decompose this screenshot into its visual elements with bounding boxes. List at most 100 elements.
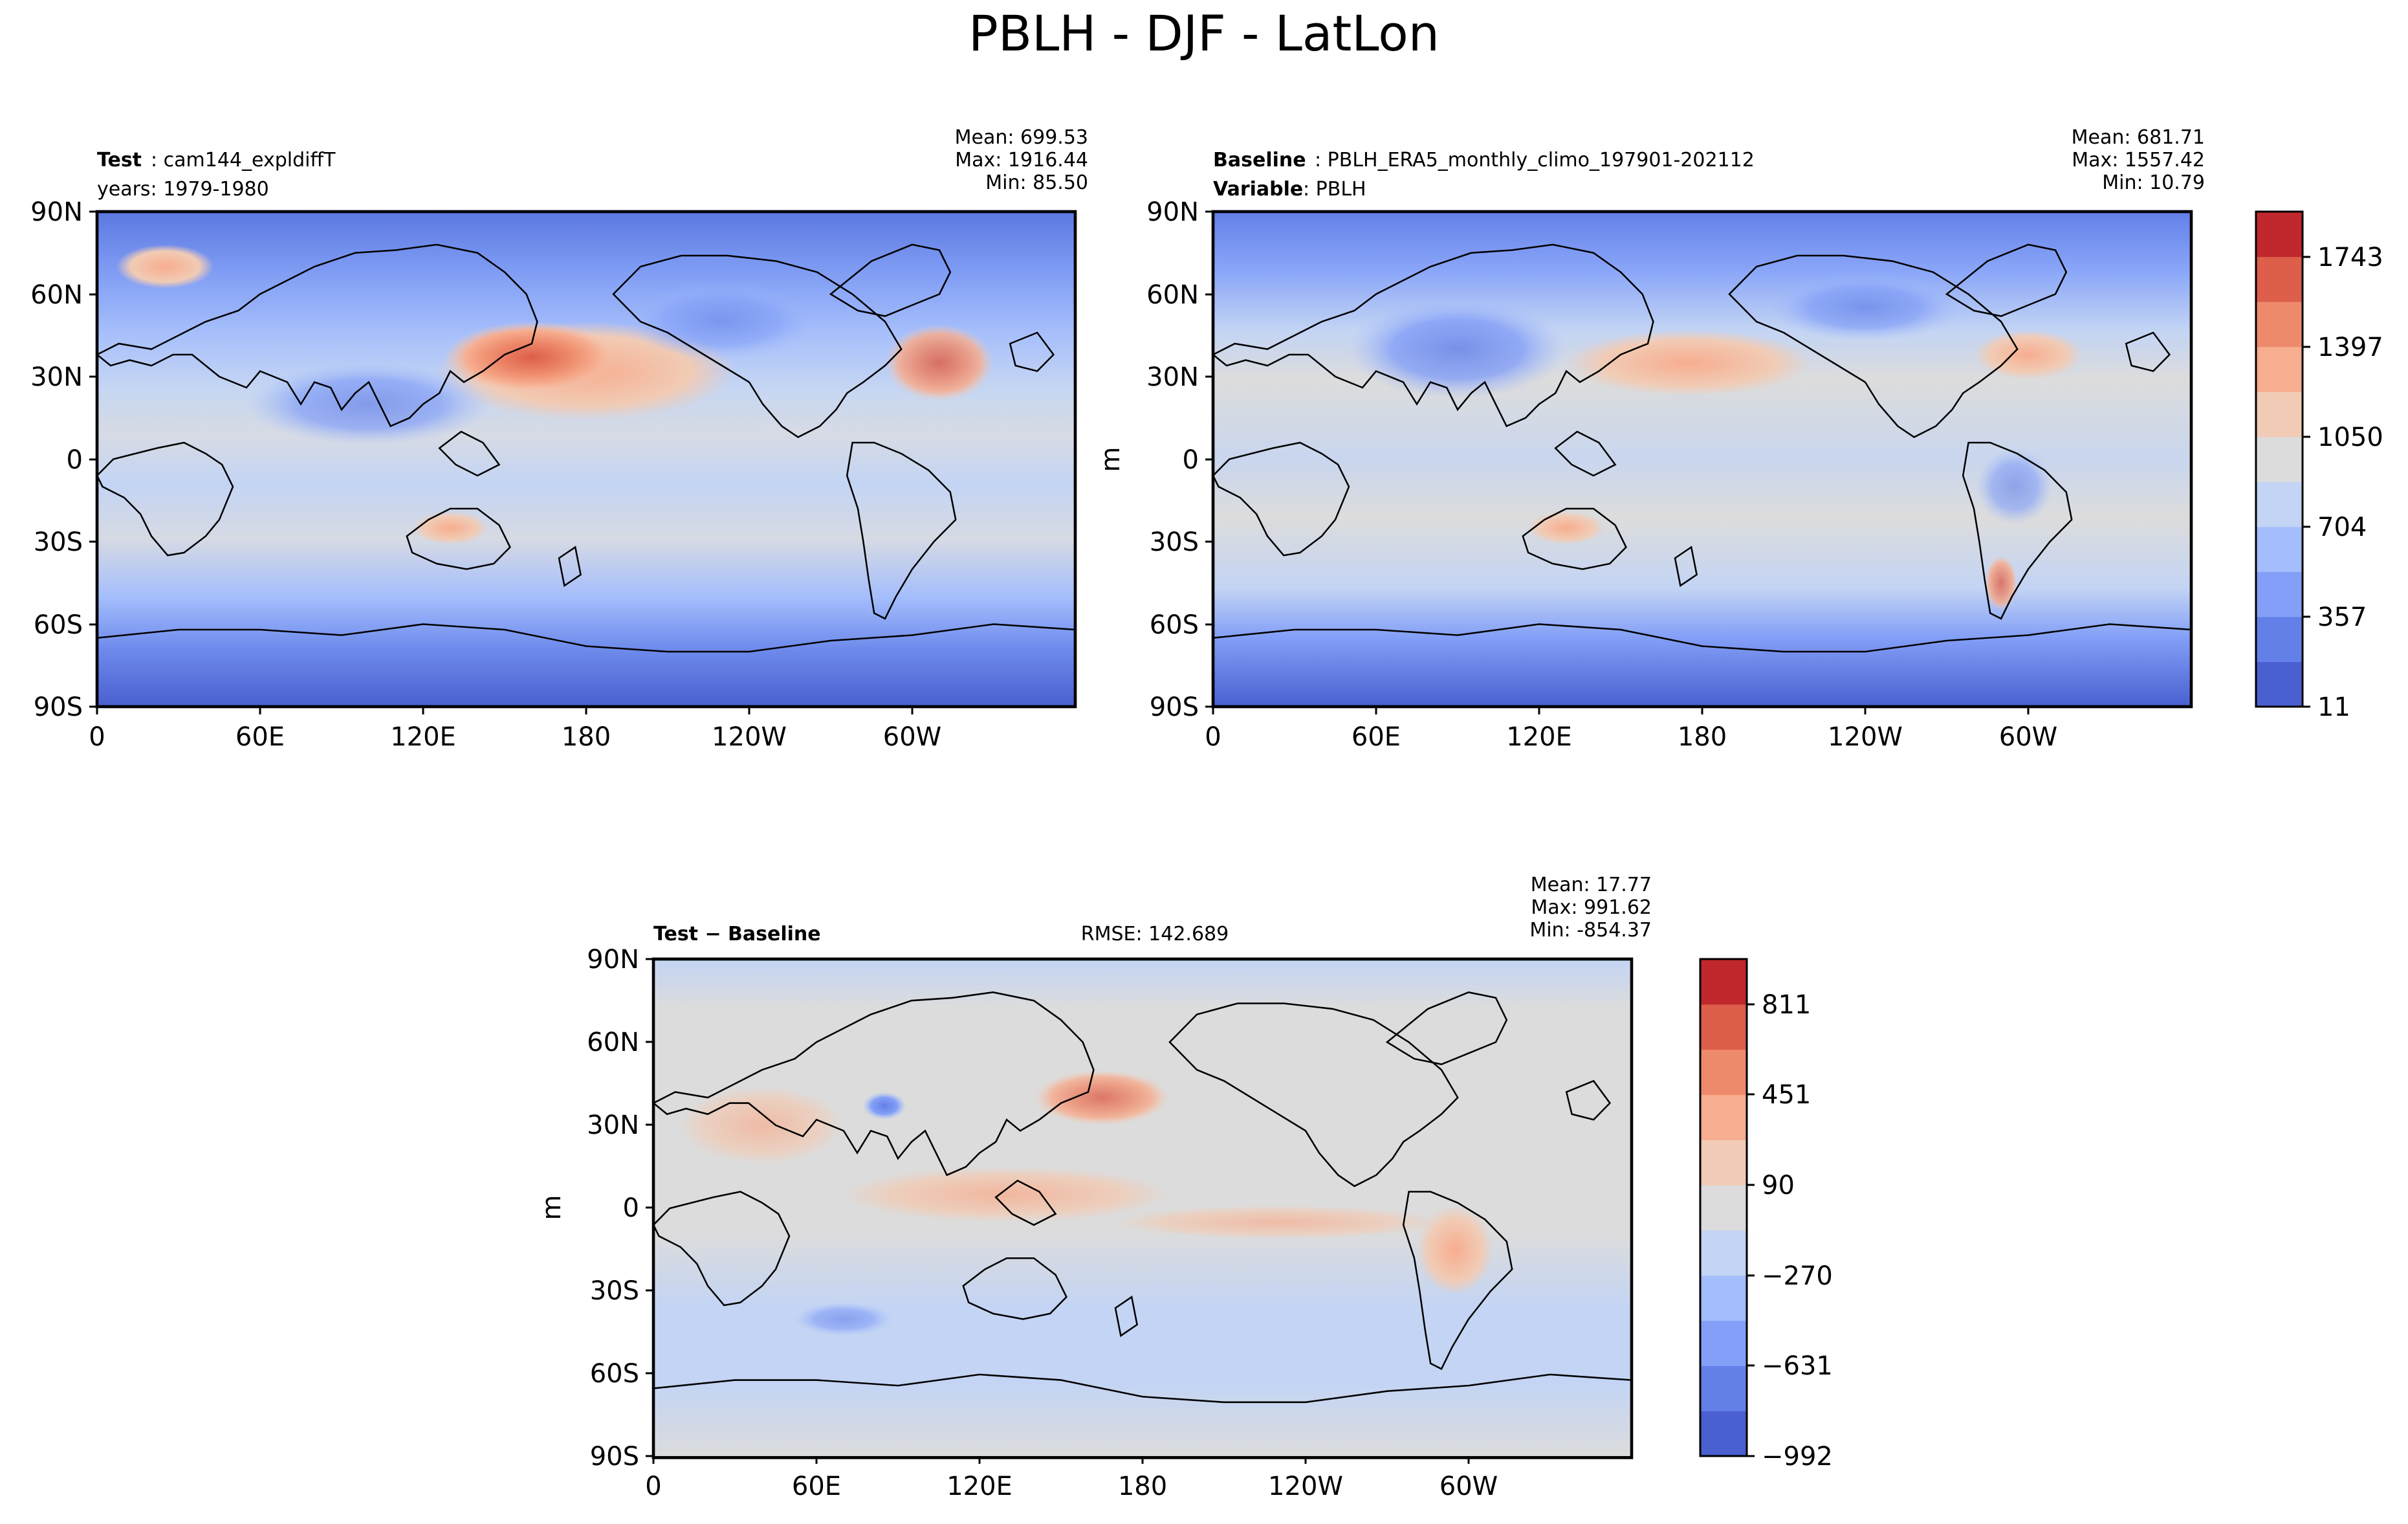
difference-xtick-label: 60E [792, 1472, 841, 1501]
baseline-ytick-label: 60S [1150, 610, 1199, 640]
difference-title: Test − Baseline [653, 923, 821, 945]
difference-xticks: 0 60E 120E 180 120W 60W [645, 1456, 1498, 1501]
baseline-title-bold: Baseline [1213, 149, 1306, 171]
baseline-yticks: 90N 60N 30N 0 30S 60S 90S [1146, 197, 1213, 722]
baseline-ytick-label: 0 [1183, 445, 1199, 475]
test-xtick-label: 120W [712, 722, 787, 752]
colorbar-segment [2256, 392, 2303, 437]
test-xtick-label: 120E [390, 722, 456, 752]
colorbar-test-baseline: 11 357 704 1050 1397 1743 [2255, 210, 2383, 722]
baseline-variable-bold: Variable [1213, 178, 1303, 201]
colorbar-segment [1700, 1185, 1747, 1231]
test-ytick-label: 60S [34, 610, 83, 640]
baseline-map-panel: Baseline : PBLH_ERA5_monthly_climo_19790… [1096, 126, 2205, 752]
colorbar-segment [1700, 1275, 1747, 1321]
difference-xtick-label: 120E [947, 1472, 1012, 1501]
test-stat-min: Min: 85.50 [985, 171, 1088, 194]
baseline-ytick-label: 60N [1146, 280, 1199, 310]
test-years: years: 1979-1980 [97, 178, 269, 201]
baseline-xtick-label: 180 [1678, 722, 1727, 752]
colorbar-segment [2256, 256, 2303, 302]
colorbar-segment [1700, 1365, 1747, 1411]
difference-stat-max: Max: 991.62 [1531, 896, 1652, 919]
test-title-value: : cam144_expldiffT [151, 149, 336, 171]
colorbar-tick-label: 1397 [2317, 333, 2383, 362]
difference-stat-mean: Mean: 17.77 [1531, 874, 1652, 896]
difference-stat-min: Min: -854.37 [1529, 919, 1652, 942]
difference-ytick-label: 30S [590, 1276, 639, 1306]
colorbar-segment [1700, 1004, 1747, 1050]
difference-ytick-label: 90S [590, 1442, 639, 1472]
test-xtick-label: 0 [89, 722, 105, 752]
difference-ylabel: m [537, 1195, 567, 1220]
difference-map-field [651, 957, 1634, 1459]
test-ytick-label: 90N [30, 197, 83, 227]
test-xtick-label: 180 [562, 722, 611, 752]
colorbar-segment [2256, 616, 2303, 663]
difference-xtick-label: 60W [1439, 1472, 1498, 1501]
colorbar-segment [2256, 436, 2303, 482]
colorbar-segment [2256, 661, 2303, 707]
test-xtick-label: 60W [883, 722, 941, 752]
colorbar-test-baseline-ticks: 11 357 704 1050 1397 1743 [2303, 243, 2383, 722]
difference-yticks: 90N 60N 30N 0 30S 60S 90S [587, 945, 653, 1472]
colorbar-segment [1700, 1230, 1747, 1276]
baseline-xtick-label: 60E [1352, 722, 1401, 752]
test-xtick-label: 60E [235, 722, 285, 752]
colorbar-tick-label: 1743 [2317, 243, 2383, 272]
colorbar-tick-label: 704 [2317, 513, 2367, 542]
colorbar-segment [2256, 571, 2303, 617]
difference-xtick-label: 0 [645, 1472, 661, 1501]
colorbar-segment [2256, 526, 2303, 572]
difference-rmse: RMSE: 142.689 [1081, 923, 1229, 945]
colorbar-segment [1700, 1094, 1747, 1140]
baseline-stat-max: Max: 1557.42 [2072, 149, 2205, 171]
colorbar-segment [2256, 212, 2303, 258]
difference-xtick-label: 180 [1118, 1472, 1167, 1501]
colorbar-difference-ticks: 811 451 90 −270 −631 −992 [1747, 990, 1833, 1472]
colorbar-tick-label: 451 [1762, 1080, 1811, 1110]
test-ytick-label: 30N [30, 362, 83, 392]
colorbar-segment [1700, 1140, 1747, 1186]
baseline-stat-min: Min: 10.79 [2102, 171, 2205, 194]
colorbar-tick-label: 357 [2317, 602, 2367, 632]
colorbar-segment [1700, 1049, 1747, 1096]
figure-title: PBLH - DJF - LatLon [969, 5, 1439, 62]
test-ytick-label: 90S [34, 692, 83, 722]
colorbar-segment [1700, 1320, 1747, 1366]
baseline-xticks: 0 60E 120E 180 120W 60W [1205, 707, 2057, 752]
baseline-xtick-label: 120W [1828, 722, 1903, 752]
test-map-field [95, 210, 1077, 709]
colorbar-tick-label: 811 [1762, 990, 1811, 1020]
difference-ytick-label: 90N [587, 945, 639, 975]
test-stat-mean: Mean: 699.53 [955, 126, 1088, 149]
colorbar-difference: 811 451 90 −270 −631 −992 [1699, 958, 1833, 1472]
colorbar-segment [2256, 346, 2303, 392]
baseline-xtick-label: 0 [1205, 722, 1221, 752]
test-xticks: 0 60E 120E 180 120W 60W [89, 707, 941, 752]
colorbar-tick-label: 11 [2317, 692, 2350, 722]
colorbar-tick-label: −270 [1762, 1261, 1833, 1291]
difference-map-panel: Test − Baseline RMSE: 142.689 Mean: 17.7… [537, 874, 1652, 1501]
baseline-ytick-label: 30S [1150, 527, 1199, 557]
colorbar-segment [2256, 302, 2303, 348]
difference-xtick-label: 120W [1268, 1472, 1343, 1501]
test-title-bold: Test [97, 149, 142, 171]
colorbar-segment [1700, 959, 1747, 1005]
test-ytick-label: 30S [34, 527, 83, 557]
colorbar-segment [1700, 1411, 1747, 1457]
test-map-panel: Test : cam144_expldiffT years: 1979-1980… [30, 126, 1088, 752]
colorbar-tick-label: −631 [1762, 1351, 1833, 1381]
test-ytick-label: 0 [67, 445, 83, 475]
colorbar-tick-label: 90 [1762, 1171, 1795, 1200]
baseline-stat-mean: Mean: 681.71 [2072, 126, 2205, 149]
baseline-map-field [1211, 210, 2193, 709]
difference-ytick-label: 30N [587, 1110, 639, 1140]
baseline-title-value: : PBLH_ERA5_monthly_climo_197901-202112 [1315, 149, 1755, 171]
colorbar-segment [2256, 481, 2303, 527]
difference-ytick-label: 0 [623, 1193, 639, 1223]
baseline-xtick-label: 120E [1506, 722, 1572, 752]
baseline-xtick-label: 60W [1999, 722, 2057, 752]
colorbar-tick-label: −992 [1762, 1442, 1833, 1472]
